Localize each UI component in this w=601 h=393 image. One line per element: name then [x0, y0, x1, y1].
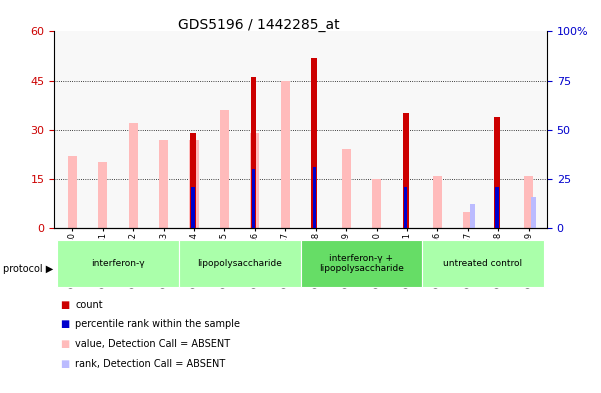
Bar [471, 204, 475, 228]
Bar [98, 162, 108, 228]
Bar [190, 133, 195, 228]
Bar [251, 77, 257, 228]
Text: untreated control: untreated control [444, 259, 523, 268]
Bar [433, 176, 442, 228]
Bar [403, 113, 409, 228]
Text: value, Detection Call = ABSENT: value, Detection Call = ABSENT [75, 339, 230, 349]
Text: ■: ■ [60, 358, 69, 369]
Bar [311, 58, 317, 228]
Text: ■: ■ [60, 299, 69, 310]
Bar [495, 187, 499, 228]
Bar [68, 156, 77, 228]
Bar [252, 169, 255, 228]
Bar [250, 133, 260, 228]
Bar [463, 211, 472, 228]
Bar [404, 187, 407, 228]
Text: lipopolysaccharide: lipopolysaccharide [197, 259, 282, 268]
Bar [159, 140, 168, 228]
Text: count: count [75, 299, 103, 310]
Text: interferon-γ +
lipopolysaccharide: interferon-γ + lipopolysaccharide [319, 253, 404, 273]
Text: interferon-γ: interferon-γ [91, 259, 145, 268]
Bar [531, 196, 536, 228]
Bar [524, 176, 533, 228]
Text: ■: ■ [60, 339, 69, 349]
Bar [220, 110, 229, 228]
Bar [281, 81, 290, 228]
Text: protocol ▶: protocol ▶ [3, 264, 53, 274]
Bar [422, 240, 544, 287]
Bar [372, 179, 381, 228]
Bar [57, 240, 179, 287]
Bar [313, 167, 316, 228]
Bar [341, 149, 351, 228]
Bar [494, 117, 500, 228]
Text: percentile rank within the sample: percentile rank within the sample [75, 319, 240, 329]
Bar [189, 140, 198, 228]
Text: GDS5196 / 1442285_at: GDS5196 / 1442285_at [178, 18, 339, 32]
Bar [300, 240, 422, 287]
Bar [191, 187, 195, 228]
Text: ■: ■ [60, 319, 69, 329]
Text: rank, Detection Call = ABSENT: rank, Detection Call = ABSENT [75, 358, 225, 369]
Bar [179, 240, 300, 287]
Bar [129, 123, 138, 228]
